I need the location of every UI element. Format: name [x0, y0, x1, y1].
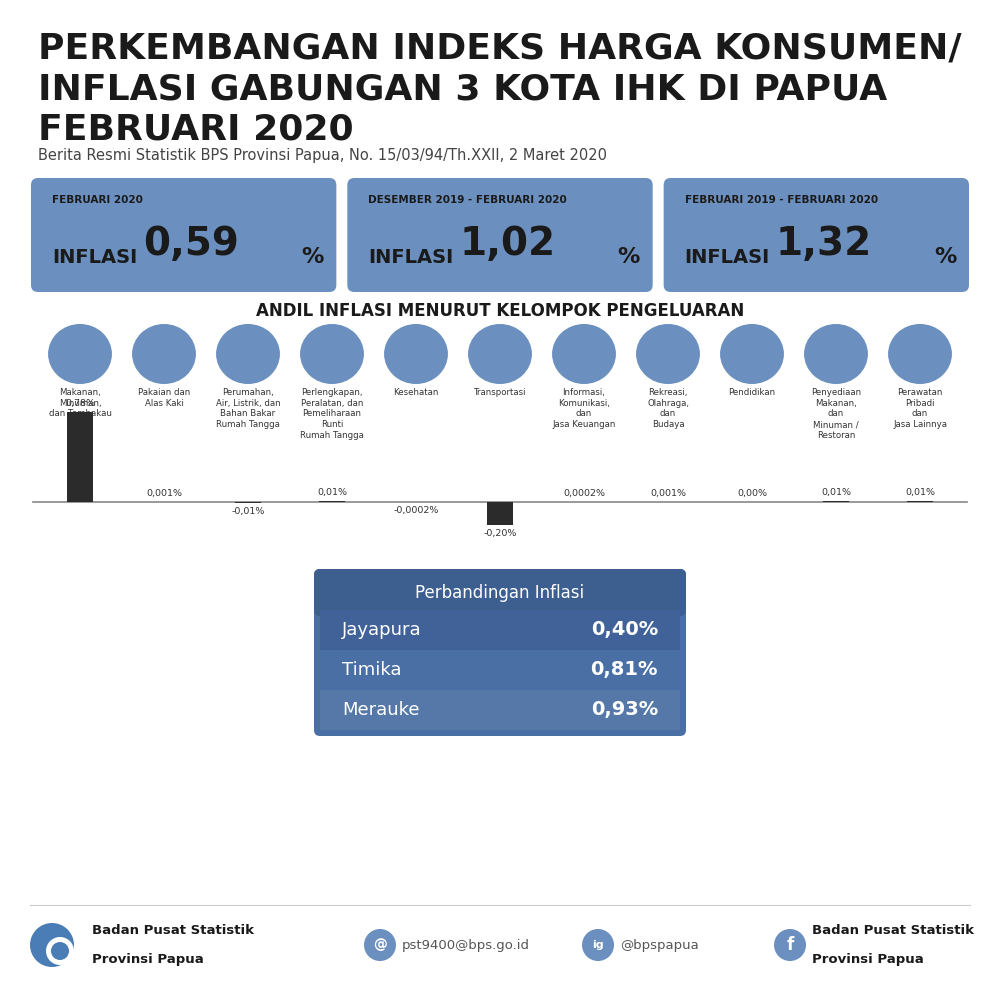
Text: Merauke: Merauke	[342, 701, 420, 719]
Ellipse shape	[888, 324, 952, 384]
Text: ig: ig	[592, 940, 604, 950]
Text: -0,20%: -0,20%	[483, 529, 517, 538]
Text: Berita Resmi Statistik BPS Provinsi Papua, No. 15/03/94/Th.XXII, 2 Maret 2020: Berita Resmi Statistik BPS Provinsi Papu…	[38, 148, 607, 163]
FancyBboxPatch shape	[347, 178, 653, 292]
Bar	[320, 610, 680, 650]
Text: INFLASI: INFLASI	[52, 248, 137, 267]
FancyBboxPatch shape	[314, 569, 686, 736]
Text: 0,81%: 0,81%	[590, 660, 658, 680]
Text: 0,78%: 0,78%	[65, 399, 95, 408]
Text: INFLASI GABUNGAN 3 KOTA IHK DI PAPUA: INFLASI GABUNGAN 3 KOTA IHK DI PAPUA	[38, 72, 887, 106]
Ellipse shape	[636, 324, 700, 384]
Text: Transportasi: Transportasi	[474, 388, 526, 397]
Text: %: %	[934, 247, 956, 267]
FancyBboxPatch shape	[314, 569, 686, 616]
Text: Perlengkapan,
Peralatan, dan
Pemeliharaan
Runti
Rumah Tangga: Perlengkapan, Peralatan, dan Pemeliharaa…	[300, 388, 364, 440]
Text: 1,02: 1,02	[459, 225, 555, 263]
Bar	[320, 650, 680, 690]
Text: f: f	[786, 936, 794, 954]
Text: Provinsi Papua: Provinsi Papua	[92, 953, 204, 966]
Ellipse shape	[216, 324, 280, 384]
Text: 0,001%: 0,001%	[650, 489, 686, 498]
Circle shape	[364, 929, 396, 961]
Bar	[320, 690, 680, 730]
Text: -0,0002%: -0,0002%	[393, 506, 439, 515]
Text: Badan Pusat Statistik: Badan Pusat Statistik	[92, 924, 254, 937]
Text: 0,01%: 0,01%	[821, 488, 851, 497]
Text: @: @	[373, 938, 387, 952]
Text: Penyediaan
Makanan,
dan
Minuman /
Restoran: Penyediaan Makanan, dan Minuman / Restor…	[811, 388, 861, 440]
Text: 0,01%: 0,01%	[905, 488, 935, 497]
Ellipse shape	[300, 324, 364, 384]
Text: Perumahan,
Air, Listrik, dan
Bahan Bakar
Rumah Tangga: Perumahan, Air, Listrik, dan Bahan Bakar…	[216, 388, 280, 429]
Text: Rekreasi,
Olahraga,
dan
Budaya: Rekreasi, Olahraga, dan Budaya	[647, 388, 689, 429]
Ellipse shape	[384, 324, 448, 384]
Ellipse shape	[30, 923, 74, 967]
Circle shape	[582, 929, 614, 961]
Text: Informasi,
Komunikasi,
dan
Jasa Keuangan: Informasi, Komunikasi, dan Jasa Keuangan	[552, 388, 616, 429]
Text: 0,01%: 0,01%	[317, 488, 347, 497]
Text: DESEMBER 2019 - FEBRUARI 2020: DESEMBER 2019 - FEBRUARI 2020	[368, 195, 567, 205]
Text: 0,40%: 0,40%	[591, 620, 658, 640]
Ellipse shape	[51, 942, 69, 960]
Text: 0,00%: 0,00%	[737, 489, 767, 498]
Ellipse shape	[46, 937, 74, 965]
Text: INFLASI: INFLASI	[368, 248, 454, 267]
Ellipse shape	[48, 324, 112, 384]
Circle shape	[774, 929, 806, 961]
Text: FEBRUARI 2019 - FEBRUARI 2020: FEBRUARI 2019 - FEBRUARI 2020	[685, 195, 878, 205]
Text: Pendidikan: Pendidikan	[728, 388, 776, 397]
Text: 0,93%: 0,93%	[591, 700, 658, 720]
FancyBboxPatch shape	[664, 178, 969, 292]
Bar	[823, 501, 849, 502]
Text: %: %	[618, 247, 640, 267]
Text: Perbandingan Inflasi: Perbandingan Inflasi	[415, 584, 585, 601]
Text: Timika: Timika	[342, 661, 402, 679]
Text: Provinsi Papua: Provinsi Papua	[812, 953, 924, 966]
Bar	[235, 502, 261, 503]
Bar	[487, 502, 513, 525]
Text: Badan Pusat Statistik: Badan Pusat Statistik	[812, 924, 974, 937]
Text: 0,0002%: 0,0002%	[563, 489, 605, 498]
Text: PERKEMBANGAN INDEKS HARGA KONSUMEN/: PERKEMBANGAN INDEKS HARGA KONSUMEN/	[38, 32, 962, 66]
Bar	[907, 501, 933, 502]
Text: Pakaian dan
Alas Kaki: Pakaian dan Alas Kaki	[138, 388, 190, 408]
Bar	[67, 412, 93, 502]
Ellipse shape	[720, 324, 784, 384]
Text: FEBRUARI 2020: FEBRUARI 2020	[38, 112, 354, 146]
Text: Kesehatan: Kesehatan	[393, 388, 439, 397]
FancyBboxPatch shape	[31, 178, 336, 292]
Text: Jayapura: Jayapura	[342, 621, 422, 639]
Text: 0,001%: 0,001%	[146, 489, 182, 498]
Text: Makanan,
Minuman,
dan Tembakau: Makanan, Minuman, dan Tembakau	[49, 388, 111, 418]
Text: -0,01%: -0,01%	[231, 507, 265, 516]
Text: %: %	[301, 247, 324, 267]
Text: ANDIL INFLASI MENURUT KELOMPOK PENGELUARAN: ANDIL INFLASI MENURUT KELOMPOK PENGELUAR…	[256, 302, 744, 320]
Text: @bpspapua: @bpspapua	[620, 938, 699, 952]
Bar	[319, 501, 345, 502]
Text: FEBRUARI 2020: FEBRUARI 2020	[52, 195, 143, 205]
Text: INFLASI: INFLASI	[685, 248, 770, 267]
Ellipse shape	[552, 324, 616, 384]
Text: Perawatan
Pribadi
dan
Jasa Lainnya: Perawatan Pribadi dan Jasa Lainnya	[893, 388, 947, 429]
Text: pst9400@bps.go.id: pst9400@bps.go.id	[402, 938, 530, 952]
Ellipse shape	[132, 324, 196, 384]
Ellipse shape	[468, 324, 532, 384]
Text: 0,59: 0,59	[143, 225, 239, 263]
Text: 1,32: 1,32	[776, 225, 872, 263]
Ellipse shape	[804, 324, 868, 384]
